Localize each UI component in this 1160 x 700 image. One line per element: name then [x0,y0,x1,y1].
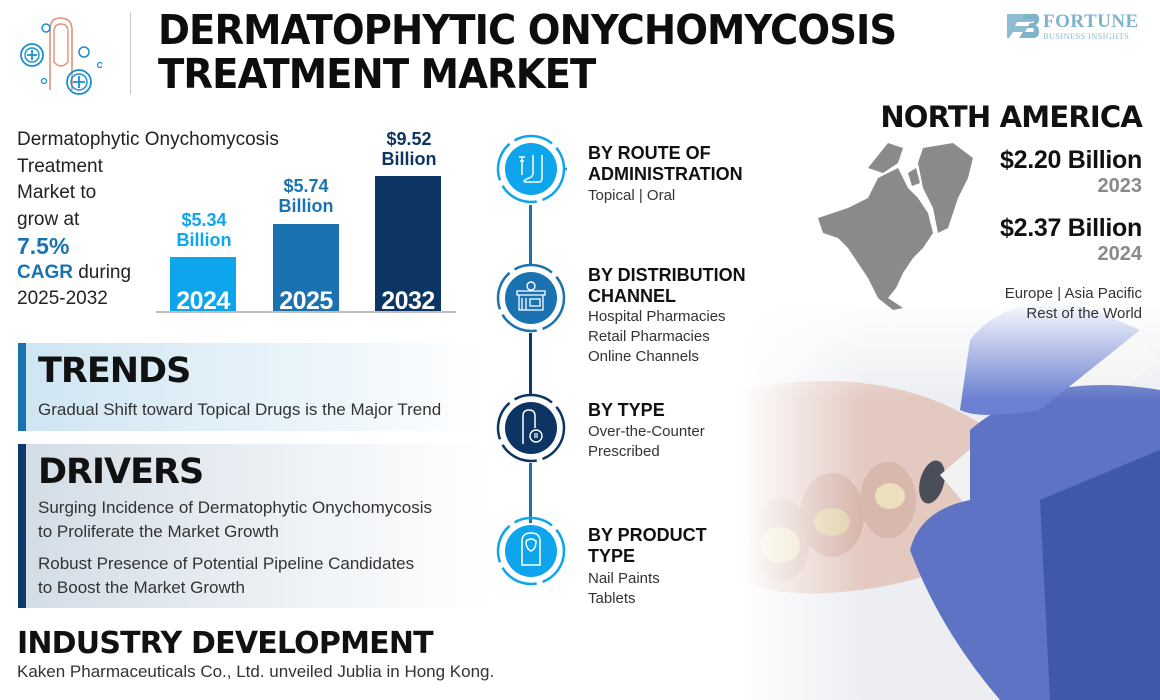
drivers-panel: DRIVERS Surging Incidence of Dermatophyt… [18,444,488,608]
segment-title-type: BY TYPE [588,400,665,420]
bar-value-label: $5.74 Billion [278,176,334,216]
industry-development-text: Kaken Pharmaceuticals Co., Ltd. unveiled… [17,662,495,681]
segment-title-distribution: BY DISTRIBUTION CHANNEL [588,265,746,306]
growth-summary: Dermatophytic Onychomycosis Treatment Ma… [17,127,279,313]
trends-panel: TRENDS Gradual Shift toward Topical Drug… [18,343,488,431]
segment-items-type: Over-the-Counter Prescribed [588,423,705,460]
growth-line: Market to [17,182,97,203]
segment-connector [529,463,532,523]
title-line-2: TREATMENT MARKET [158,50,596,98]
segment-title-route: BY ROUTE OF ADMINISTRATION [588,143,743,184]
cagr-label: CAGR [17,261,73,283]
nail-paint-icon [496,516,566,586]
growth-line: Treatment [17,155,103,177]
cagr-value: 7.5% [17,233,70,259]
brand-logo: FORTUNE BUSINESS INSIGHTS [1005,12,1139,41]
brand-name: FORTUNE [1043,11,1139,32]
region-title: NORTH AMERICA [880,100,1142,134]
bar-2024: 2024 [170,257,236,315]
industry-development-title: INDUSTRY DEVELOPMENT [17,626,434,661]
growth-line: Dermatophytic Onychomycosis [17,129,279,150]
finger-nail-alert-icon [496,393,566,463]
pharmacy-store-icon [496,263,566,333]
region-value-2023: $2.20 Billion 2023 [1000,146,1142,197]
segment-items-route: Topical | Oral [588,187,676,204]
brand-subtitle: BUSINESS INSIGHTS [1043,31,1130,41]
bar-2025: 2025 [273,224,339,315]
bar-value-label: $5.34 Billion [176,210,232,250]
driver-item: Surging Incidence of Dermatophytic Onych… [38,498,433,541]
nail-finger-logo-icon [20,17,102,95]
title-line-1: DERMATOPHYTIC ONYCHOMYCOSIS [158,6,897,54]
toenail-treatment-photo [740,300,1160,700]
bar-year-label: 2025 [279,287,333,315]
drivers-title: DRIVERS [38,452,204,492]
bar-value-label: $9.52 Billion [381,129,437,169]
market-size-bar-chart: $5.34 Billion 2024 $5.74 Billion 2025 $9.5… [156,120,456,315]
region-value-2024: $2.37 Billion 2024 [1000,214,1142,265]
trends-text: Gradual Shift toward Topical Drugs is th… [38,400,442,419]
segment-connector [529,333,532,395]
north-america-map-icon [818,143,973,310]
trends-title: TRENDS [38,351,191,391]
syringe-foot-icon [496,134,567,204]
segment-items-product: Nail Paints Tablets [588,570,660,607]
segment-items-distribution: Hospital Pharmacies Retail Pharmacies On… [588,308,726,365]
driver-item: Robust Presence of Potential Pipeline Ca… [38,554,415,597]
other-regions: Europe | Asia Pacific Rest of the World [1004,285,1142,322]
bar-year-label: 2024 [176,287,230,315]
fortune-logo-icon [1007,14,1039,39]
header-divider [130,12,131,94]
chart-baseline [156,311,456,313]
bar-year-label: 2032 [381,287,435,315]
bar-2032: 2032 [375,176,441,315]
page-title: DERMATOPHYTIC ONYCHOMYCOSIS TREATMENT MA… [158,6,897,98]
segment-title-product: BY PRODUCT TYPE [588,525,707,566]
segment-connector [529,205,532,265]
growth-line: grow at [17,208,80,230]
growth-line: during [72,261,132,283]
forecast-period: 2025-2032 [17,288,108,309]
